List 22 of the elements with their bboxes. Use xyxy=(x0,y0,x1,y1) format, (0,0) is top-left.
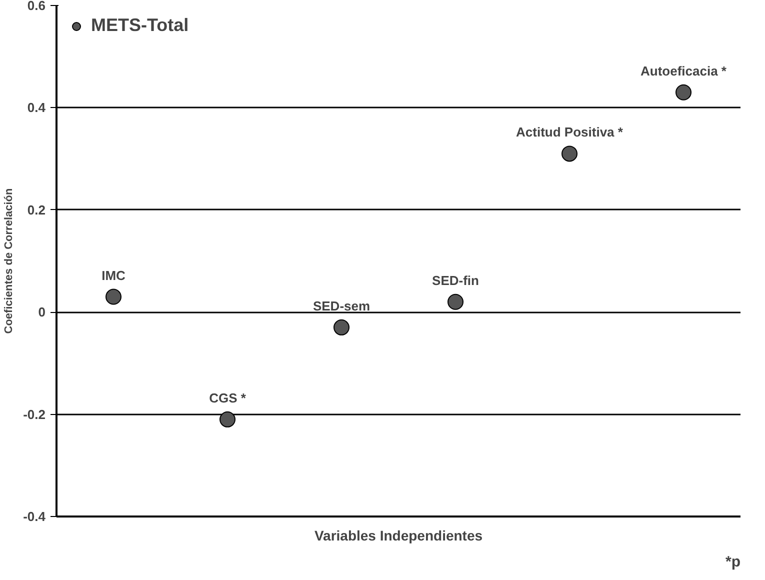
y-axis-title: Coeficientes de Correlación xyxy=(3,188,16,334)
y-tick-label: 0.6 xyxy=(27,0,46,13)
point xyxy=(220,411,236,428)
annotation: CGS * xyxy=(209,390,247,406)
text: *p xyxy=(726,554,740,570)
point xyxy=(562,146,578,162)
point xyxy=(334,319,350,336)
legend-label: METS-Total xyxy=(91,15,189,36)
y-tick-label: 0.2 xyxy=(27,202,46,218)
point xyxy=(676,84,692,100)
y-tick-label: -0.4 xyxy=(23,509,46,524)
y-tick-label: 0 xyxy=(38,304,46,320)
annotation: Autoeficacia * xyxy=(640,63,728,78)
annotation: IMC xyxy=(102,268,126,283)
y-tick-label: -0.2 xyxy=(23,406,46,422)
point xyxy=(448,294,464,310)
x-axis-title: Variables Independientes xyxy=(314,528,483,544)
annotation: SED-fin xyxy=(432,272,480,288)
annotation: Actitud Positiva * xyxy=(516,124,624,140)
annotation: SED-sem xyxy=(312,298,370,314)
y-tick-label: 0.4 xyxy=(27,100,46,116)
point xyxy=(106,288,122,305)
